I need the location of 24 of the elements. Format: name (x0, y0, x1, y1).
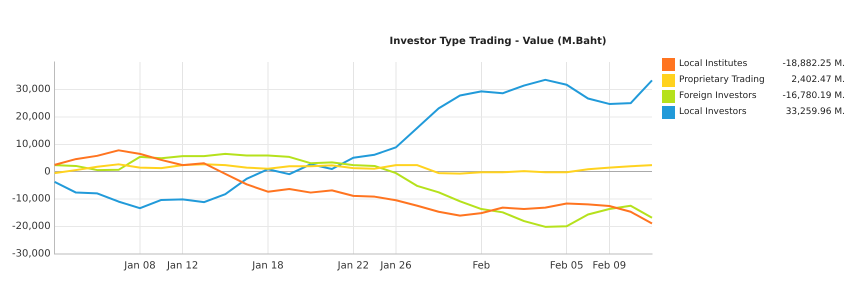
x-tick-label: Feb (472, 260, 490, 272)
y-tick-label: 0 (44, 166, 51, 178)
y-tick-label: 20,000 (16, 111, 51, 122)
x-tick-label: Feb 09 (592, 260, 626, 272)
legend-label: Proprietary Trading (679, 75, 766, 85)
text: -18,882.25 M. (781, 59, 845, 69)
y-tick-label: 30,000 (16, 84, 51, 96)
text: -16,780.19 M. (781, 91, 845, 101)
x-tick-label: Jan 22 (336, 260, 369, 272)
text: 2,402.47 M. (790, 75, 845, 85)
x-tick-label: Jan 18 (251, 260, 284, 272)
x-tick-label: Jan 08 (123, 260, 156, 272)
legend-label: Foreign Investors (679, 91, 758, 101)
legend-label: Local Institutes (679, 59, 748, 69)
x-tick-label: Jan 26 (379, 260, 412, 272)
y-tick-label: -10,000 (12, 194, 51, 205)
y-tick-label: -30,000 (12, 248, 51, 260)
chart-title: Investor Type Trading - Value (M.Baht) (388, 36, 608, 47)
x-tick-label: Jan 12 (166, 260, 198, 272)
text: 33,259.96 M. (784, 107, 845, 117)
y-tick-label: 10,000 (16, 138, 51, 150)
x-tick-label: Feb 05 (550, 260, 584, 272)
legend-label: Local Investors (679, 107, 748, 117)
y-tick-label: -20,000 (12, 221, 51, 232)
